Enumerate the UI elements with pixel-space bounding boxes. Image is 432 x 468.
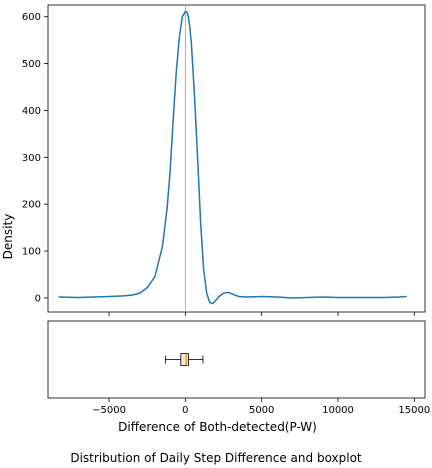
boxplot bbox=[165, 353, 204, 366]
x-tick-label: 10000 bbox=[322, 405, 354, 416]
y-tick-label: 300 bbox=[22, 153, 41, 164]
y-tick-label: 0 bbox=[35, 293, 41, 304]
density-y-ticks: 0 100 200 300 400 500 600 bbox=[22, 12, 415, 316]
y-tick-label: 200 bbox=[22, 200, 41, 211]
density-curve bbox=[58, 10, 407, 305]
figure-caption: Distribution of Daily Step Difference an… bbox=[70, 451, 362, 465]
y-tick-label: 100 bbox=[22, 247, 41, 258]
interquartile-box bbox=[180, 353, 189, 366]
boxplot-panel: −5000 0 5000 10000 15000 Difference of Both-… bbox=[47, 320, 430, 434]
boxplot-x-ticks: −5000 0 5000 10000 15000 bbox=[92, 398, 430, 416]
y-tick-label: 600 bbox=[22, 12, 41, 23]
x-tick-label: 0 bbox=[182, 405, 188, 416]
x-tick-label: 15000 bbox=[398, 405, 430, 416]
x-tick-label: −5000 bbox=[92, 405, 126, 416]
y-tick-label: 500 bbox=[22, 59, 41, 70]
y-tick-label: 400 bbox=[22, 106, 41, 117]
y-axis-label: Density bbox=[1, 214, 15, 260]
boxplot-axes-frame bbox=[47, 320, 426, 399]
x-axis-label: Difference of Both-detected(P-W) bbox=[118, 420, 317, 434]
density-panel: 0 100 200 300 400 500 600 Density bbox=[1, 4, 426, 316]
x-tick-label: 5000 bbox=[249, 405, 274, 416]
density-axes-frame bbox=[47, 4, 426, 313]
